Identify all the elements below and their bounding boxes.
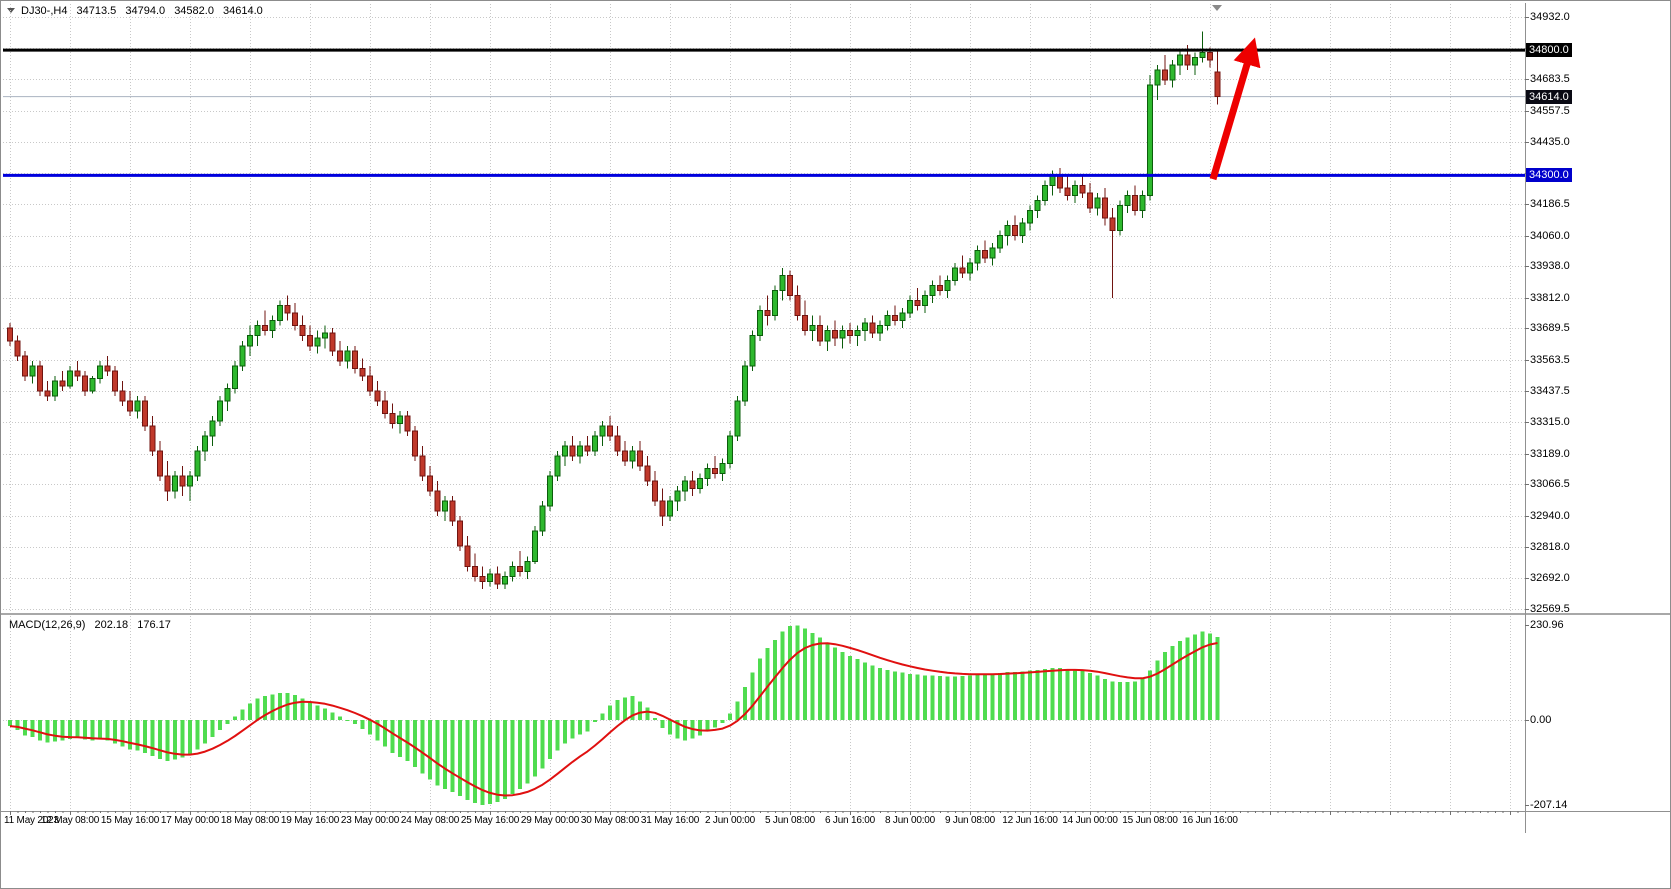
symbol-period-label: DJ30-,H4 [21,5,68,17]
time-axis-label: 12 May 08:00 [40,815,100,826]
axis-ticks [10,17,1529,815]
time-axis-label: 2 Jun 00:00 [704,815,756,826]
close-value: 34614.0 [223,5,263,17]
time-axis-label: 29 May 00:00 [520,815,580,826]
time-axis-label: 16 Jun 16:00 [1182,815,1238,826]
macd-signal-line [9,642,1218,797]
price-axis-label: 33437.5 [1530,385,1570,398]
candlestick-series [7,31,1221,589]
trend-arrow-annotation[interactable] [1209,37,1261,181]
time-axis-label: 12 Jun 16:00 [1002,815,1058,826]
panel-separator[interactable] [1,613,1671,615]
time-axis-label: 24 May 08:00 [400,815,460,826]
chart-shift-marker[interactable] [1212,5,1222,11]
time-axis-label: 30 May 08:00 [580,815,640,826]
time-axis-label: 25 May 16:00 [460,815,520,826]
macd-signal-value: 176.17 [137,619,171,631]
price-axis-label: 33689.5 [1530,322,1570,335]
time-axis-label: 9 Jun 08:00 [944,815,996,826]
price-axis-label: 33066.5 [1530,478,1570,491]
time-axis-label: 31 May 16:00 [640,815,700,826]
open-value: 34713.5 [76,5,117,17]
macd-indicator-header: MACD(12,26,9) 202.18 176.17 [9,619,177,631]
price-axis-label: 33315.0 [1530,416,1570,429]
time-axis-label: 15 May 16:00 [100,815,160,826]
price-axis-label: 34932.0 [1530,11,1570,23]
price-axis-label: 33563.5 [1530,353,1570,366]
macd-main-value: 202.18 [94,619,129,631]
time-axis-label: 15 Jun 08:00 [1122,815,1178,826]
time-axis-label: 18 May 08:00 [220,815,280,826]
price-axis-label: 34060.0 [1530,229,1570,242]
macd-axis-label-zero: 0.00 [1530,713,1552,726]
chart-ohlc-header: DJ30-,H4 34713.5 34794.0 34582.0 34614.0 [21,5,269,17]
high-value: 34794.0 [125,5,166,17]
price-axis-label: 34557.5 [1530,104,1570,117]
time-axis-label: 23 May 00:00 [340,815,400,826]
price-axis-label: 33189.0 [1530,447,1570,460]
price-axis-label: 32692.0 [1530,572,1570,585]
price-axis-label: 32569.5 [1530,603,1570,615]
macd-axis-label-bottom: -207.14 [1530,799,1568,811]
grid-lines [3,4,1525,810]
time-axis-label: 14 Jun 00:00 [1062,815,1118,826]
time-axis-label: 11 May 2023 [4,815,59,826]
price-axis-label: 34186.5 [1530,197,1570,210]
price-tag-34800.0[interactable]: 34800.0 [1526,43,1572,58]
price-axis-label: 34683.5 [1530,73,1570,86]
macd-histogram [8,625,1220,805]
price-axis-label: 33938.0 [1530,260,1570,273]
price-axis-label: 32818.0 [1530,540,1570,553]
price-tag-34614.0[interactable]: 34614.0 [1526,89,1572,104]
price-axis-label: 33812.0 [1530,291,1570,304]
macd-indicator-label: MACD(12,26,9) [9,619,86,631]
time-axis-label: 17 May 00:00 [160,815,220,826]
time-axis-label: 6 Jun 16:00 [824,815,876,826]
macd-axis-label-top: 230.96 [1530,619,1564,631]
time-axis-label: 8 Jun 00:00 [884,815,936,826]
price-axis-label: 34435.0 [1530,135,1570,148]
price-axis-label: 32940.0 [1530,510,1570,523]
price-tag-34300.0[interactable]: 34300.0 [1526,168,1572,183]
low-value: 34582.0 [174,5,214,17]
time-axis-label: 19 May 16:00 [280,815,340,826]
time-axis-label: 5 Jun 08:00 [764,815,816,826]
